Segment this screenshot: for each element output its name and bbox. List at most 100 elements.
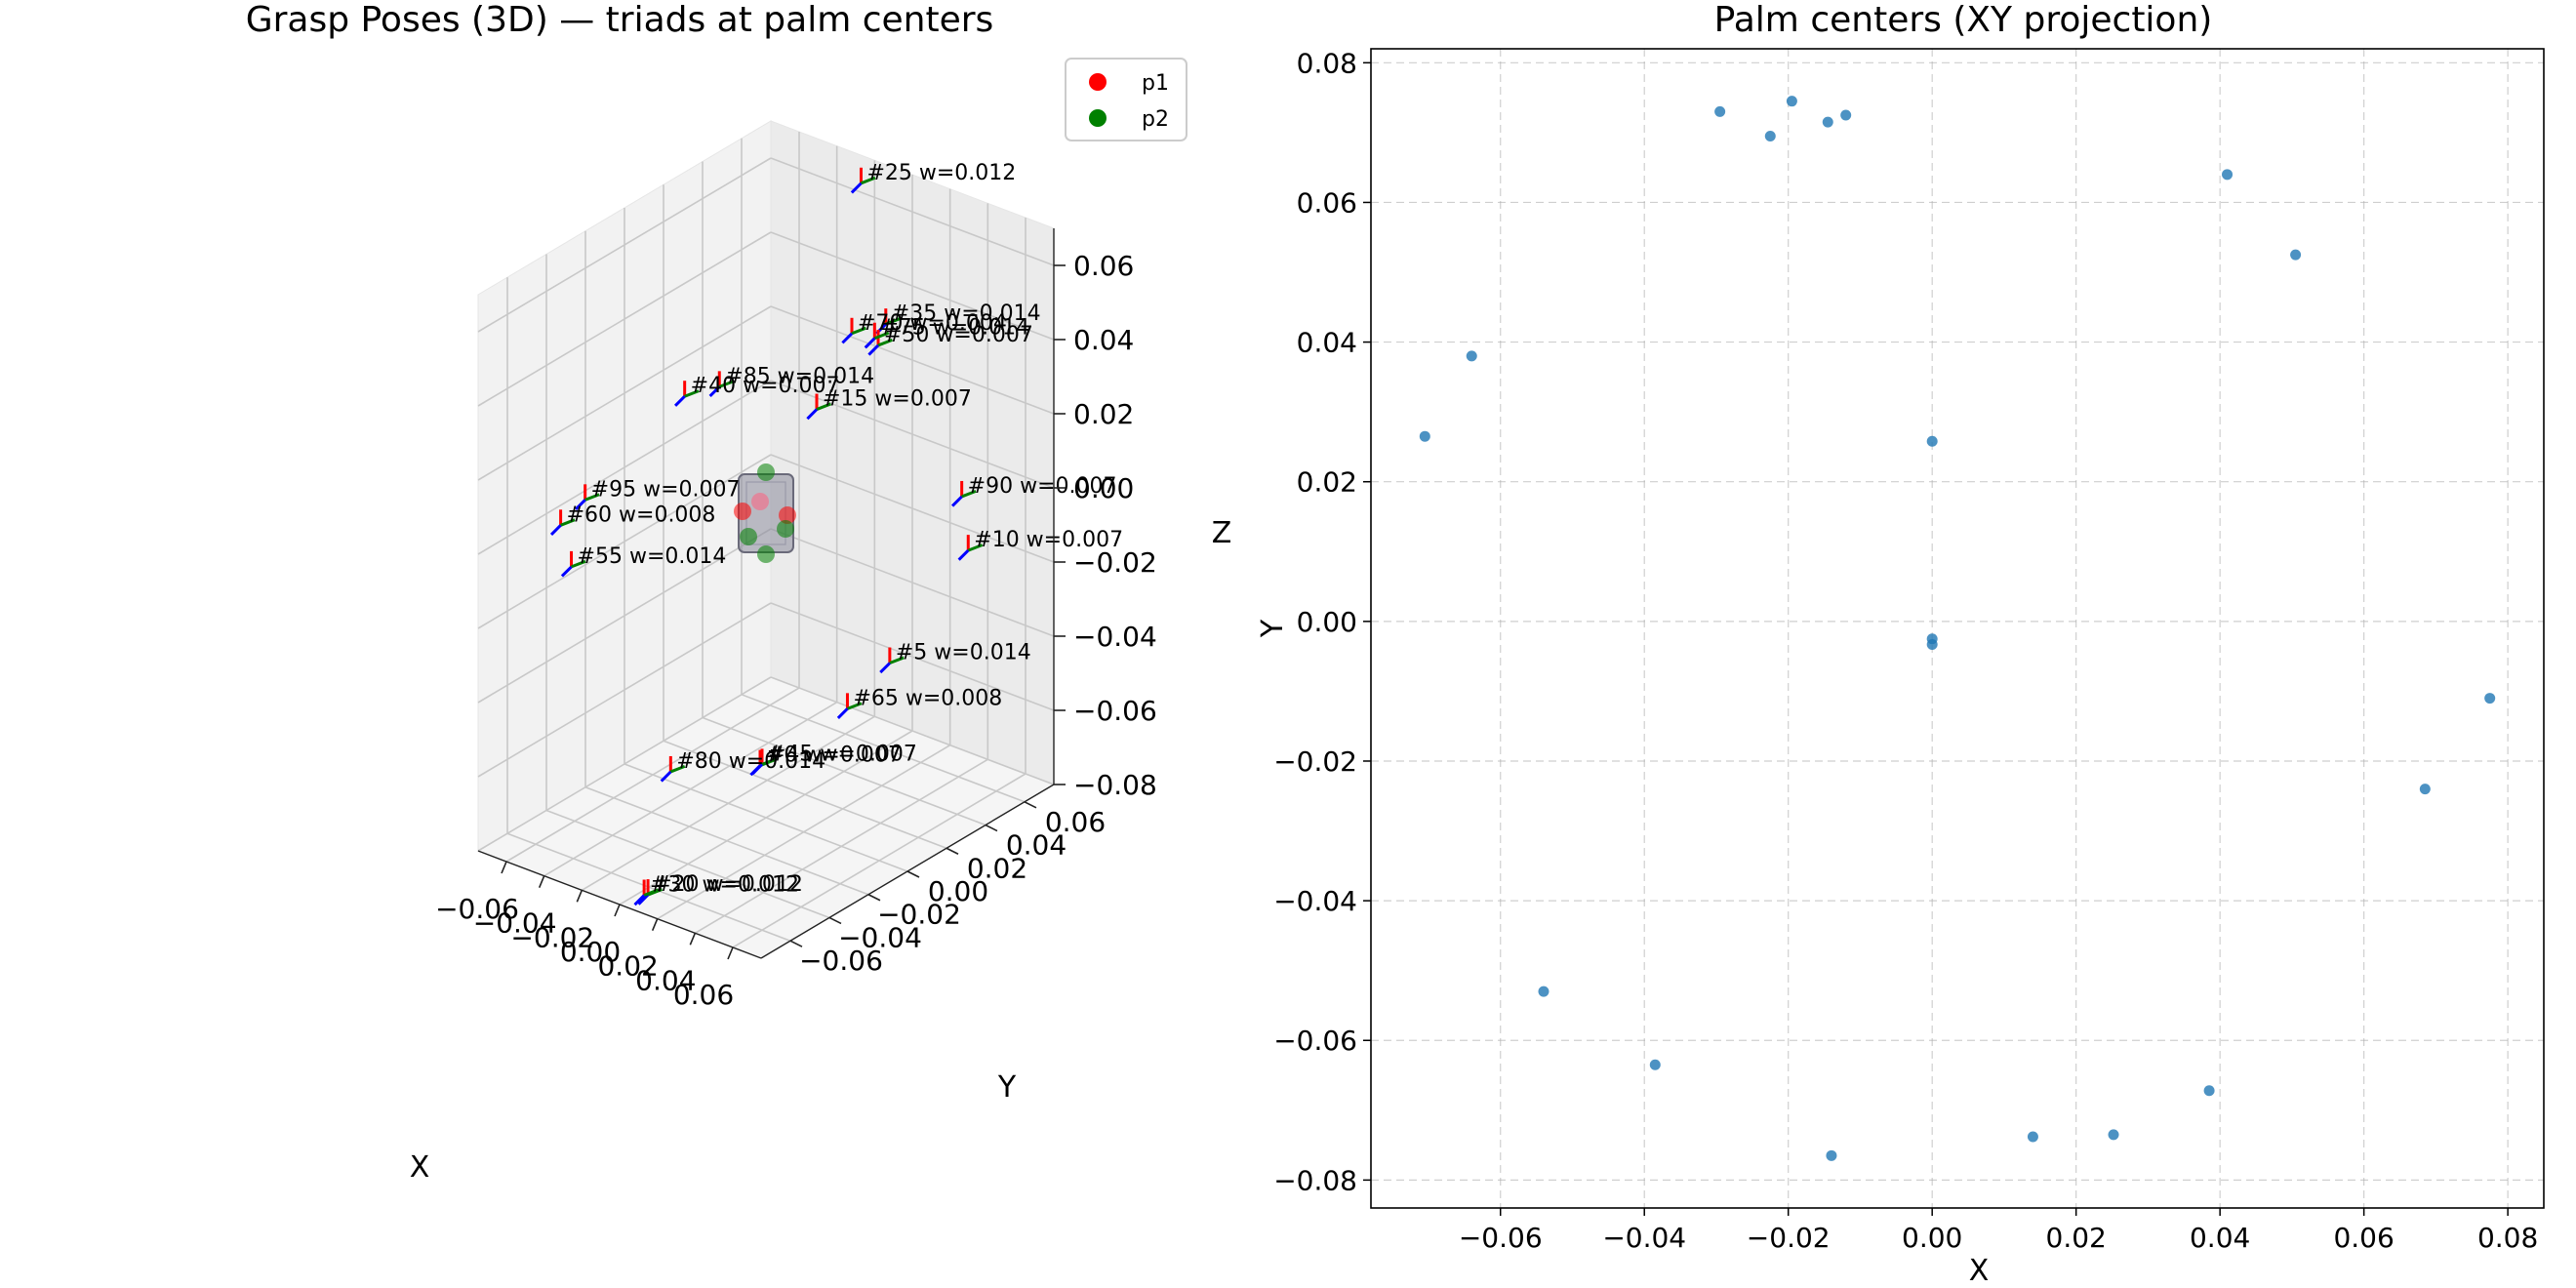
triad-y-axis bbox=[851, 326, 866, 336]
palm-center-point bbox=[1786, 96, 1797, 107]
floor-gridline-y bbox=[545, 809, 830, 919]
x-tick-label: 0.00 bbox=[1902, 1222, 1962, 1254]
triad-z-axis bbox=[560, 565, 573, 578]
floor-gridline-y bbox=[624, 763, 908, 872]
triad-z-axis bbox=[951, 495, 963, 507]
x-axis-label-2d: X bbox=[1969, 1254, 1990, 1288]
x-tick-label: −0.04 bbox=[1602, 1222, 1686, 1254]
legend-marker-p1 bbox=[1089, 73, 1107, 91]
triad-y-axis bbox=[684, 389, 700, 398]
x-tick-3d bbox=[651, 918, 659, 931]
contact-point bbox=[740, 528, 757, 545]
palm-center-point bbox=[1926, 638, 1938, 650]
palm-center-point bbox=[1840, 109, 1852, 121]
grasp-annotation: #15 w=0.007 bbox=[823, 387, 972, 412]
x-tick-label-3d: 0.02 bbox=[597, 950, 658, 983]
z-tick-label-3d: −0.08 bbox=[1073, 769, 1157, 801]
triad-z-axis bbox=[708, 385, 721, 398]
triad-y-axis bbox=[961, 489, 977, 499]
contact-point bbox=[777, 520, 794, 538]
chart-title-3d: Grasp Poses (3D) — triads at palm center… bbox=[246, 0, 994, 40]
z-tick-label-3d: −0.02 bbox=[1073, 546, 1157, 579]
triad-z-axis bbox=[674, 395, 686, 407]
x-axis-label-3d: X bbox=[410, 1150, 430, 1185]
backwall-gridline-z bbox=[770, 454, 1055, 563]
triad-y-axis bbox=[873, 331, 890, 341]
x-tick-3d bbox=[689, 933, 697, 946]
backwall-gridline-z bbox=[770, 528, 1055, 637]
triad-z-axis bbox=[836, 707, 849, 720]
y-axis-label-2d: Y bbox=[1256, 619, 1290, 638]
chart-title-2d: Palm centers (XY projection) bbox=[1714, 0, 2213, 40]
backwall-gridline-z bbox=[770, 602, 1055, 711]
leftwall-gridline-z bbox=[477, 676, 772, 852]
triad-z-axis bbox=[575, 499, 586, 510]
x-tick-3d bbox=[727, 946, 734, 960]
palm-center-point bbox=[2222, 169, 2234, 181]
y-tick-label-3d: 0.00 bbox=[928, 875, 988, 907]
x-tick-label-3d: 0.04 bbox=[635, 964, 696, 996]
x-tick-label-3d: −0.02 bbox=[510, 921, 594, 953]
contact-point bbox=[757, 545, 775, 563]
z-tick-label-3d: −0.04 bbox=[1073, 621, 1157, 653]
grasp-annotation: #5 w=0.014 bbox=[896, 641, 1031, 665]
x-tick-label: 0.04 bbox=[2190, 1222, 2250, 1254]
y-tick-label-3d: 0.06 bbox=[1045, 806, 1106, 838]
palm-center-point bbox=[1714, 105, 1726, 117]
axes-3d: Grasp Poses (3D) — triads at palm center… bbox=[246, 0, 1232, 1185]
x-tick-label-3d: 0.00 bbox=[560, 936, 621, 968]
grasp-annotation: #70 w=0.004 bbox=[858, 311, 1007, 336]
grasp-annotation: #20 w=0.012 bbox=[654, 872, 803, 897]
palm-center-point bbox=[2419, 784, 2431, 795]
palm-center-point bbox=[1419, 430, 1430, 442]
y-tick-label-3d: −0.06 bbox=[799, 945, 883, 977]
triad-z-axis bbox=[957, 549, 970, 561]
x-tick-label-3d: −0.06 bbox=[435, 893, 519, 925]
grasp-annotation: #0 w=0.007 bbox=[766, 744, 902, 768]
triad-y-axis bbox=[761, 757, 777, 766]
grasp-annotation: #10 w=0.007 bbox=[974, 528, 1123, 552]
x-tick-label-3d: −0.04 bbox=[473, 907, 557, 940]
y-tick-label: 0.02 bbox=[1297, 466, 1357, 499]
x-tick-label-3d: 0.06 bbox=[673, 979, 734, 1011]
leftwall-gridline-z bbox=[477, 157, 772, 333]
palm-center-point bbox=[1826, 1149, 1837, 1161]
leftwall-gridline-z bbox=[477, 231, 772, 407]
y-tick-3d bbox=[985, 824, 998, 832]
triad-y-axis bbox=[816, 402, 831, 411]
x-tick-3d bbox=[576, 890, 584, 903]
triad-z-axis bbox=[633, 894, 646, 906]
triad-y-axis bbox=[846, 702, 863, 710]
palm-center-point bbox=[1822, 116, 1833, 128]
z-tick-label-3d: 0.02 bbox=[1073, 398, 1134, 430]
grasp-annotation: #90 w=0.007 bbox=[968, 474, 1117, 499]
triad-z-axis bbox=[806, 408, 819, 421]
grasp-annotation: #45 w=0.007 bbox=[768, 742, 917, 766]
triad-y-axis bbox=[584, 493, 600, 502]
leftwall-gridline-z bbox=[477, 380, 772, 555]
backwall-gridline-z bbox=[770, 305, 1055, 415]
grasp-annotation: #55 w=0.014 bbox=[578, 544, 727, 569]
y-tick-label-3d: −0.02 bbox=[877, 899, 961, 931]
contact-point bbox=[779, 506, 796, 524]
grasp-annotation: #50 w=0.007 bbox=[884, 323, 1033, 347]
triad-z-axis bbox=[751, 763, 764, 776]
triad-z-axis bbox=[660, 770, 672, 783]
grasp-annotation: #35 w=0.014 bbox=[892, 302, 1041, 326]
contact-point bbox=[757, 463, 775, 481]
backwall-gridline-z bbox=[770, 676, 1055, 785]
y-tick-label: 0.06 bbox=[1297, 186, 1357, 219]
palm-center-point bbox=[2484, 693, 2496, 704]
grasp-annotation: #30 w=0.012 bbox=[650, 873, 799, 898]
z-tick-label-3d: 0.06 bbox=[1073, 250, 1134, 282]
triad-z-axis bbox=[549, 524, 562, 536]
grasp-annotation: #80 w=0.014 bbox=[676, 749, 825, 774]
y-tick-3d bbox=[906, 870, 920, 878]
grasp-annotation: #85 w=0.014 bbox=[725, 364, 874, 388]
x-tick-3d bbox=[538, 875, 545, 888]
z-axis-label-3d: Z bbox=[1212, 516, 1232, 550]
y-tick-3d bbox=[789, 940, 803, 947]
x-tick-3d bbox=[501, 861, 507, 874]
y-tick-3d bbox=[867, 894, 881, 902]
